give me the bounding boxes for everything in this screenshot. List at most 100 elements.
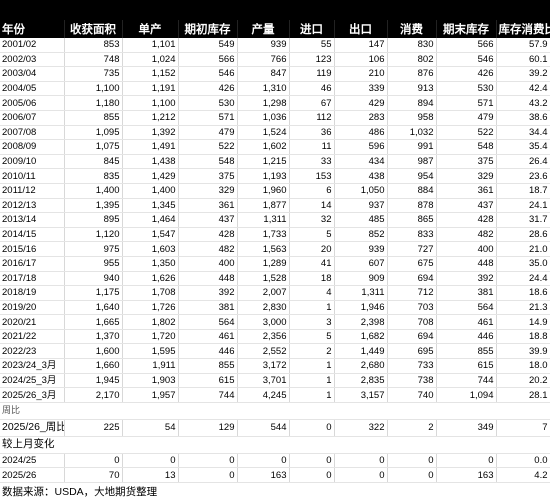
table-row: 2013/14 895 1,464 437 1,311 32 485 865 428 31.7 — [0, 212, 550, 228]
table-cell: 339 — [334, 81, 388, 97]
table-cell: 566 — [178, 52, 238, 68]
table-cell: 1,429 — [122, 168, 179, 184]
table-row: 2010/11 835 1,429 375 1,193 153 438 954 329 23.6 — [0, 168, 550, 184]
column-header: 产量 — [237, 20, 290, 38]
table-row: 2019/20 1,640 1,726 381 2,830 1 1,946 703 564 21.… — [0, 300, 550, 316]
table-cell: 1,600 — [64, 343, 123, 360]
table-cell: 675 — [387, 256, 437, 272]
table-cell: 1,100 — [122, 95, 179, 111]
table-cell: 975 — [64, 241, 123, 257]
table-cell: 3,157 — [334, 387, 388, 403]
table-cell: 937 — [334, 198, 388, 214]
table-cell: 28.6 — [496, 227, 550, 243]
table-row: 2004/05 1,100 1,191 426 1,310 46 339 913 530 42.4 — [0, 81, 550, 97]
table-cell: 1,298 — [237, 95, 290, 111]
table-cell: 0 — [387, 467, 437, 484]
row-label: 2021/22 — [0, 329, 65, 345]
section-label: 周比 — [0, 402, 550, 420]
table-cell: 0 — [122, 453, 179, 469]
table-row: 2017/18 940 1,626 448 1,528 18 909 694 392 24.4 — [0, 271, 550, 287]
column-header: 单产 — [122, 20, 179, 38]
table-cell: 119 — [289, 66, 335, 82]
table-cell: 429 — [334, 95, 388, 111]
table-cell: 694 — [387, 271, 437, 287]
table-cell: 153 — [289, 168, 335, 184]
table-cell: 448 — [436, 256, 497, 272]
table-cell: 1,175 — [64, 285, 123, 301]
table-cell: 913 — [387, 81, 437, 97]
table-cell: 33 — [289, 154, 335, 170]
table-row: 2015/16 975 1,603 482 1,563 20 939 727 400 21.0 — [0, 241, 550, 257]
table-cell: 43.2 — [496, 95, 550, 111]
table-cell: 479 — [178, 125, 238, 141]
table-cell: 1,903 — [122, 373, 179, 389]
table-cell: 6 — [289, 183, 335, 199]
table-cell: 954 — [387, 168, 437, 184]
table-cell: 1,400 — [122, 183, 179, 199]
table-cell: 1,733 — [237, 227, 290, 243]
table-cell: 210 — [334, 66, 388, 82]
table-cell: 1,528 — [237, 271, 290, 287]
table-cell: 894 — [387, 95, 437, 111]
table-row: 2006/07 855 1,212 571 1,036 112 283 958 479 38.6 — [0, 110, 550, 126]
table-cell: 0 — [387, 453, 437, 469]
table-cell: 479 — [436, 110, 497, 126]
row-label: 2025/26_周比 — [0, 419, 65, 437]
row-label: 2001/02 — [0, 38, 65, 53]
table-cell: 865 — [387, 212, 437, 228]
table-cell: 329 — [436, 168, 497, 184]
table-cell: 129 — [178, 419, 238, 437]
table-cell: 461 — [178, 329, 238, 345]
source-note: 数据来源：USDA，大地期货整理 — [0, 482, 550, 501]
table-cell: 708 — [387, 314, 437, 330]
table-cell: 41 — [289, 256, 335, 272]
table-row: 2023/24_3月 1,660 1,911 855 3,172 1 2,680 733 615… — [0, 358, 550, 374]
table-cell: 1,193 — [237, 168, 290, 184]
table-cell: 955 — [64, 256, 123, 272]
table-cell: 57.9 — [496, 38, 550, 53]
column-header: 收获面积 — [64, 20, 123, 38]
table-cell: 695 — [387, 343, 437, 360]
table-row: 2022/23 1,600 1,595 446 2,552 2 1,449 695 855 39.… — [0, 343, 550, 360]
table-cell: 112 — [289, 110, 335, 126]
table-cell: 0 — [289, 467, 335, 484]
row-label: 2024/25 — [0, 453, 65, 469]
table-cell: 1,802 — [122, 314, 179, 330]
table-cell: 39.9 — [496, 343, 550, 360]
row-label: 2018/19 — [0, 285, 65, 301]
table-cell: 853 — [64, 38, 123, 53]
section-row: 较上月变化 — [0, 436, 550, 454]
table-cell: 766 — [237, 52, 290, 68]
row-label: 2007/08 — [0, 125, 65, 141]
table-row: 2020/21 1,665 1,802 564 3,000 3 2,398 708 461 14.… — [0, 314, 550, 330]
table-cell: 615 — [178, 373, 238, 389]
table-cell: 42.4 — [496, 81, 550, 97]
table-row: 2014/15 1,120 1,547 428 1,733 5 852 833 482 28.6 — [0, 227, 550, 243]
table-row: 2011/12 1,400 1,400 329 1,960 6 1,050 884 361 18.… — [0, 183, 550, 199]
table-cell: 1 — [289, 373, 335, 389]
table-cell: 738 — [387, 373, 437, 389]
table-cell: 0 — [64, 453, 123, 469]
table-cell: 727 — [387, 241, 437, 257]
table-cell: 38.6 — [496, 110, 550, 126]
table-cell: 1,101 — [122, 38, 179, 53]
data-table: 年份收获面积单产期初库存产量进口出口消费期末库存库存消费比 2001/02853… — [0, 20, 550, 501]
table-row: 2007/08 1,095 1,392 479 1,524 36 486 1,032 522 34… — [0, 125, 550, 141]
table-cell: 67 — [289, 95, 335, 111]
table-cell: 1,464 — [122, 212, 179, 228]
table-cell: 21.0 — [496, 241, 550, 257]
table-cell: 1,392 — [122, 125, 179, 141]
table-cell: 852 — [334, 227, 388, 243]
table-cell: 70 — [64, 467, 123, 484]
table-cell: 909 — [334, 271, 388, 287]
table-cell: 20.2 — [496, 373, 550, 389]
table-cell: 0 — [334, 467, 388, 484]
table-cell: 1,032 — [387, 125, 437, 141]
table-row: 2025/26 70 13 0 163 0 0 0 163 4.2 — [0, 467, 550, 484]
table-cell: 2 — [387, 419, 437, 437]
table-cell: 1,191 — [122, 81, 179, 97]
table-cell: 991 — [387, 139, 437, 155]
table-cell: 1,100 — [64, 81, 123, 97]
table-cell: 522 — [436, 125, 497, 141]
table-row: 2009/10 845 1,438 548 1,215 33 434 987 375 26.4 — [0, 154, 550, 170]
